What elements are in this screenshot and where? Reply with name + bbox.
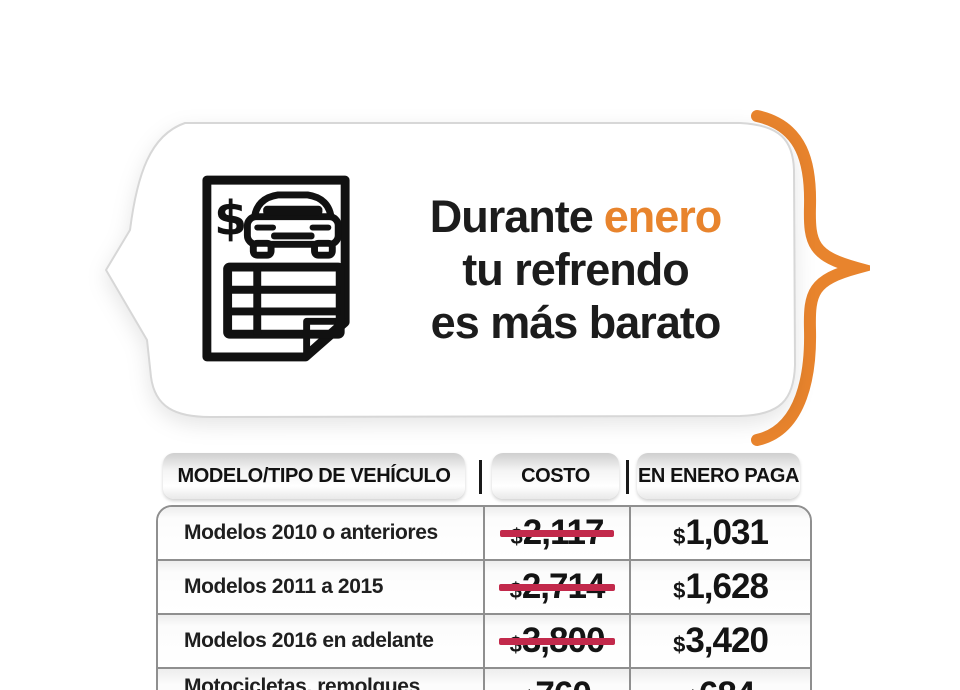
banner-right-brace-icon	[751, 110, 870, 446]
january-price-cell: $1,031	[629, 507, 810, 559]
header-separator-bar	[479, 460, 482, 494]
column-header-january-pay: EN ENERO PAGA	[637, 453, 800, 499]
banner-content: $ Durante enero tu refrendo es más barato	[140, 120, 795, 418]
january-price: $684	[687, 675, 756, 690]
vehicle-type-cell: Modelos 2011 a 2015	[158, 561, 483, 613]
table-row: Modelos 2010 o anteriores $2,117 $1,031	[158, 507, 810, 561]
price-table-header: MODELO/TIPO DE VEHÍCULO COSTO EN ENERO P…	[0, 453, 960, 501]
title-line-1: Durante enero	[356, 190, 795, 243]
old-cost-cell: $2,117	[483, 507, 629, 559]
vehicle-type-cell: Modelos 2010 o anteriores	[158, 507, 483, 559]
title-line-3: es más barato	[430, 296, 722, 348]
column-header-vehicle-type: MODELO/TIPO DE VEHÍCULO	[163, 453, 465, 499]
january-price-value: 3,420	[685, 621, 769, 660]
january-price: $1,628	[673, 567, 769, 607]
car-icon	[243, 191, 342, 259]
old-price-value: 2,117	[522, 513, 605, 552]
january-price-value: 1,628	[685, 567, 769, 606]
january-price-cell: $3,420	[629, 615, 810, 667]
january-price: $3,420	[673, 621, 769, 661]
january-price-cell: $684	[629, 669, 810, 690]
vehicle-type-label: Modelos 2011 a 2015	[184, 575, 384, 598]
old-cost-cell: $760	[483, 669, 629, 690]
vehicle-type-label: Modelos 2016 en adelante	[184, 629, 434, 652]
vehicle-type-cell: Modelos 2016 en adelante	[158, 615, 483, 667]
old-cost-cell: $3,800	[483, 615, 629, 667]
table-row: Motocicletas, remolques $760 $684	[158, 669, 810, 690]
old-price-value: 760	[535, 675, 591, 690]
old-price-strikethrough: $3,800	[498, 621, 616, 661]
vehicle-invoice-icon: $	[202, 175, 350, 362]
column-header-cost: COSTO	[492, 453, 619, 499]
price-table: Modelos 2010 o anteriores $2,117 $1,031 …	[156, 505, 812, 690]
currency-symbol: $	[687, 686, 699, 690]
currency-symbol: $	[509, 578, 522, 603]
currency-symbol: $	[510, 524, 523, 549]
old-price-strikethrough: $760	[523, 675, 592, 690]
currency-symbol: $	[673, 524, 685, 549]
january-price-cell: $1,628	[629, 561, 810, 613]
currency-symbol: $	[673, 578, 685, 603]
table-row: Modelos 2016 en adelante $3,800 $3,420	[158, 615, 810, 669]
old-price-value: 2,714	[521, 567, 606, 606]
january-price-value: 684	[699, 675, 755, 690]
vehicle-type-cell: Motocicletas, remolques	[158, 669, 483, 690]
title-line-2: tu refrendo	[462, 243, 690, 295]
old-price-value: 3,800	[521, 621, 606, 660]
table-grid-icon	[223, 262, 345, 339]
dollar-sign: $	[214, 191, 247, 246]
promo-banner: $ Durante enero tu refrendo es más barato	[105, 110, 870, 446]
old-cost-cell: $2,714	[483, 561, 629, 613]
currency-symbol: $	[673, 632, 685, 657]
table-row: Modelos 2011 a 2015 $2,714 $1,628	[158, 561, 810, 615]
currency-symbol: $	[523, 686, 535, 690]
january-price: $1,031	[673, 513, 769, 553]
header-separator-bar	[626, 460, 629, 494]
january-price-value: 1,031	[685, 513, 769, 552]
vehicle-type-label: Modelos 2010 o anteriores	[184, 521, 438, 544]
old-price-strikethrough: $2,714	[498, 567, 616, 607]
old-price-strikethrough: $2,117	[499, 513, 615, 553]
currency-symbol: $	[509, 632, 522, 657]
title-durante: Durante	[429, 190, 594, 242]
vehicle-type-label: Motocicletas, remolques	[184, 675, 420, 690]
title-enero-highlight: enero	[603, 190, 723, 242]
banner-title: Durante enero tu refrendo es más barato	[356, 190, 795, 349]
